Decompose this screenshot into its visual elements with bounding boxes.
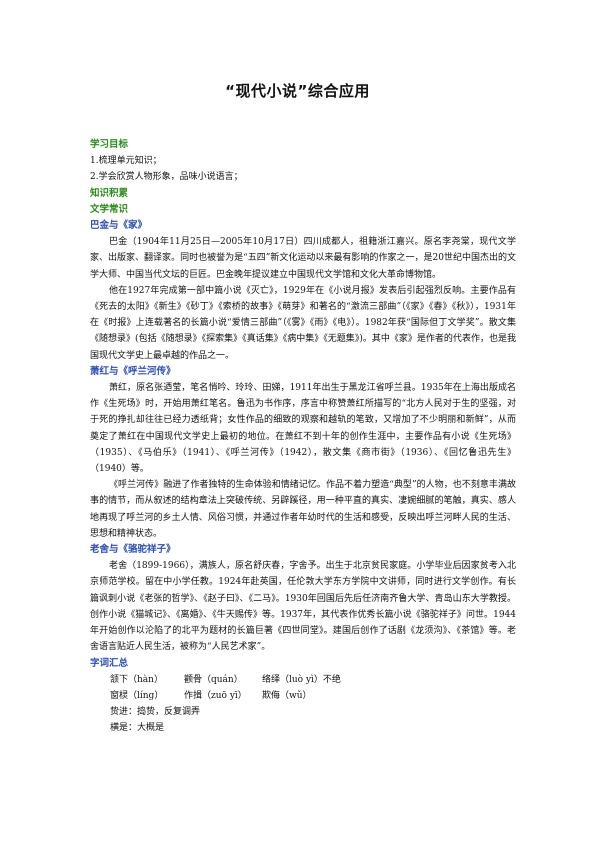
literature-heading: 文学常识 — [90, 203, 129, 215]
vocab-definition: 横是：大概是 — [110, 723, 165, 734]
goal-item: 2.学会欣赏人物形象，品味小说语言； — [90, 172, 243, 183]
vocab-definition: 贽进：捣贽，反复调弄 — [110, 707, 201, 718]
vocab-word: 欺侮（wǔ） — [262, 690, 312, 701]
vocab-word: 窗棂（líng） — [110, 690, 164, 701]
vocab-word: 络绎（luò yì）不绝 — [262, 674, 341, 685]
hulanhe-paragraph: 《呼兰河传》融进了作者独特的生命体验和情绪记忆。作品不着力塑造“典型”的人物，也… — [90, 480, 516, 539]
vocab-row: 颔下（hàn） 颧骨（quán） 络绎（luò yì）不绝 — [90, 672, 516, 688]
vocab-word: 颧骨（quán） — [184, 674, 243, 685]
author-heading-bajin: 巴金与《家》 — [90, 220, 148, 232]
xiaohong-bio-paragraph: 萧红，原名张迺莹，笔名悄吟、玲玲、田娣，1911年出生于黑龙江省呼兰县。1935… — [90, 383, 516, 475]
vocab-row: 窗棂（líng） 作揖（zuō yī） 欺侮（wǔ） — [90, 688, 516, 704]
page-title: “现代小说”综合应用 — [225, 82, 370, 100]
knowledge-heading: 知识积累 — [90, 187, 129, 199]
document-body: 学习目标 1.梳理单元知识； 2.学会欣赏人物形象，品味小说语言； 知识积累 文… — [90, 137, 516, 737]
bajin-works-paragraph: 他在1927年完成第一部中篇小说《灭亡》，1929年在《小说月报》发表后引起强烈… — [90, 285, 516, 361]
vocab-word: 颔下（hàn） — [110, 674, 163, 685]
bajin-bio-paragraph: 巴金（1904年11月25日—2005年10月17日）四川成都人，祖籍浙江嘉兴。… — [90, 237, 516, 280]
author-heading-xiaohong: 萧红与《呼兰河传》 — [90, 365, 176, 377]
vocab-heading: 字词汇总 — [90, 657, 129, 669]
learning-goals-heading: 学习目标 — [90, 139, 129, 150]
laoshe-bio-paragraph: 老舍（1899-1966），满族人，原名舒庆春，字舍予。出生于北京贫民家庭。小学… — [90, 561, 516, 653]
author-heading-laoshe: 老舍与《骆驼祥子》 — [90, 544, 176, 556]
goal-item: 1.梳理单元知识； — [90, 156, 162, 167]
vocab-word: 作揖（zuō yī） — [184, 690, 247, 701]
